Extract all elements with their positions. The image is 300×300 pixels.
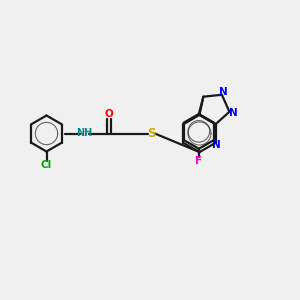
Text: N: N xyxy=(212,140,221,150)
Text: N: N xyxy=(229,107,237,118)
Text: F: F xyxy=(195,156,203,167)
Text: S: S xyxy=(147,127,155,140)
Text: O: O xyxy=(104,109,113,119)
Text: N: N xyxy=(219,87,228,97)
Text: Cl: Cl xyxy=(41,160,52,170)
Text: NH: NH xyxy=(76,128,92,139)
